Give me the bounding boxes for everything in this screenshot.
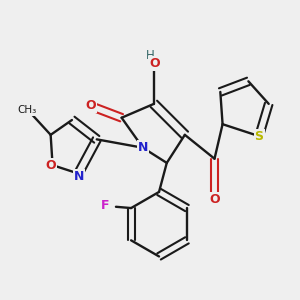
Text: CH₃: CH₃	[18, 105, 37, 115]
Text: O: O	[46, 159, 56, 172]
Text: N: N	[74, 169, 84, 183]
Text: S: S	[254, 130, 263, 142]
Text: O: O	[85, 99, 96, 112]
Text: N: N	[138, 141, 148, 154]
Text: H: H	[146, 49, 155, 62]
Text: F: F	[101, 199, 110, 212]
Text: O: O	[209, 193, 220, 206]
Text: O: O	[149, 57, 160, 70]
